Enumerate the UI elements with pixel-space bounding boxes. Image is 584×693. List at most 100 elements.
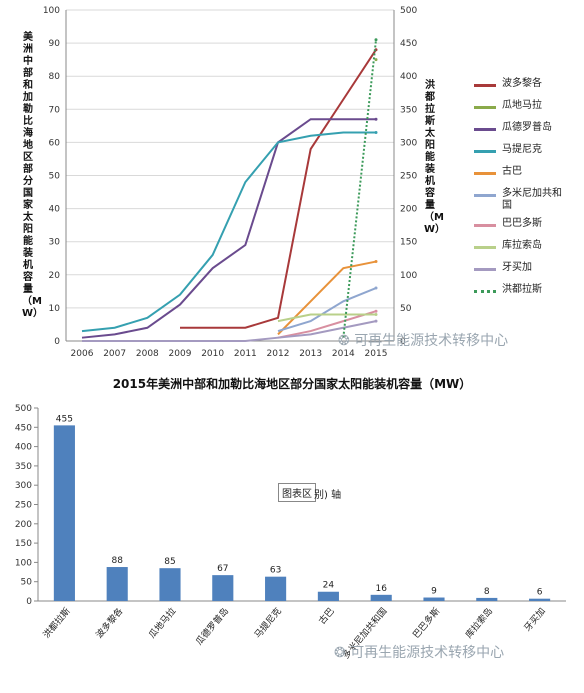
bar — [476, 597, 498, 601]
category-label: 洪都拉斯 — [40, 605, 72, 640]
y-tick-label: 150 — [15, 539, 32, 549]
category-label: 瓜德罗普岛 — [193, 605, 231, 647]
bar — [106, 567, 128, 601]
left-axis-label: 美洲中部和加勒比海地区部分国家太阳能装机容量（MW） — [22, 32, 44, 319]
bar — [370, 594, 392, 601]
bar — [529, 598, 551, 601]
series-line — [277, 287, 377, 333]
bar — [212, 575, 234, 601]
y-tick-label: 0 — [26, 597, 32, 607]
wechat-icon: ❂ — [334, 645, 346, 661]
legend-swatch — [474, 172, 496, 175]
category-label: 牙买加 — [522, 606, 548, 634]
legend-item: 马提尼克 — [474, 144, 582, 166]
x-tick-label: 2015 — [365, 349, 388, 359]
bar — [423, 597, 445, 601]
right-tick-label: 450 — [400, 39, 417, 49]
y-tick-label: 400 — [15, 443, 32, 453]
bar-value-label: 67 — [217, 564, 228, 574]
legend-swatch — [474, 268, 496, 271]
right-tick-label: 400 — [400, 72, 417, 82]
x-tick-label: 2009 — [169, 349, 192, 359]
legend-label: 马提尼克 — [502, 144, 542, 155]
category-label: 古巴 — [316, 605, 337, 627]
bar-chart-panel: 2015年美洲中部和加勒比海地区部分国家太阳能装机容量（MW） 0 50 100 150… — [0, 370, 584, 689]
series-point — [374, 117, 378, 121]
category-label: 库拉索岛 — [463, 605, 495, 640]
legend-swatch — [474, 194, 496, 197]
left-tick-label: 30 — [49, 238, 61, 248]
bar-chart: 2015年美洲中部和加勒比海地区部分国家太阳能装机容量（MW） 0 50 100 150… — [15, 376, 566, 661]
legend-label: 库拉索岛 — [502, 240, 542, 251]
category-label: 波多黎各 — [93, 605, 125, 640]
right-tick-label: 350 — [400, 105, 417, 115]
legend-swatch — [474, 150, 496, 153]
y-tick-label: 100 — [15, 558, 32, 568]
series-line — [180, 49, 377, 329]
right-tick-label: 0 — [400, 337, 406, 347]
bar-chart-title: 2015年美洲中部和加勒比海地区部分国家太阳能装机容量（MW） — [113, 376, 472, 391]
bar-value-label: 9 — [431, 587, 437, 597]
legend-swatch — [474, 290, 496, 293]
legend-label: 瓜地马拉 — [502, 100, 542, 111]
y-tick-label: 450 — [15, 423, 32, 433]
bar — [53, 425, 75, 601]
x-tick-label: 2006 — [71, 349, 94, 359]
y-tick-label: 500 — [15, 404, 32, 414]
legend-label: 巴巴多斯 — [502, 218, 542, 229]
legend-label: 牙买加 — [502, 262, 532, 273]
series-point — [374, 38, 378, 42]
legend-item: 牙买加 — [474, 262, 582, 284]
legend-swatch — [474, 224, 496, 227]
watermark-text: 可再生能源技术转移中心 — [350, 645, 505, 661]
series-line — [277, 313, 376, 323]
bar-value-label: 455 — [56, 414, 73, 424]
tooltip-trailing-text: 别) 轴 — [314, 490, 342, 501]
chart-area-tooltip: 图表区 — [278, 483, 316, 502]
left-tick-label: 20 — [49, 271, 61, 281]
wechat-icon: ❂ — [338, 333, 350, 349]
x-tick-label: 2007 — [103, 349, 126, 359]
bar — [159, 568, 181, 601]
left-tick-label: 10 — [49, 304, 61, 314]
right-tick-label: 300 — [400, 138, 417, 148]
right-axis-label: 洪都拉斯太阳能装机容量（MW） — [424, 80, 446, 235]
left-tick-label: 60 — [49, 138, 61, 148]
x-tick-label: 2011 — [234, 349, 257, 359]
bar-value-label: 8 — [484, 587, 490, 597]
right-tick-label: 250 — [400, 172, 417, 182]
left-tick-label: 50 — [49, 172, 61, 182]
left-tick-label: 90 — [49, 39, 61, 49]
x-tick-label: 2013 — [299, 349, 322, 359]
series-point — [374, 309, 378, 313]
legend-label: 古巴 — [502, 166, 522, 177]
bar-value-label: 63 — [270, 566, 281, 576]
legend-swatch — [474, 128, 496, 131]
left-tick-label: 0 — [54, 337, 60, 347]
bar — [317, 591, 339, 601]
series-line — [277, 310, 377, 339]
bar — [265, 576, 287, 601]
legend-label: 波多黎各 — [502, 78, 542, 89]
y-tick-label: 200 — [15, 520, 32, 530]
series-point — [374, 319, 378, 323]
category-label: 巴巴多斯 — [410, 605, 442, 640]
bar-value-label: 24 — [323, 581, 335, 591]
watermark-bottom: ❂ 可再生能源技术转移中心 — [334, 642, 504, 662]
left-tick-label: 80 — [49, 72, 61, 82]
x-tick-label: 2012 — [267, 349, 290, 359]
series-line — [82, 320, 377, 342]
legend-item: 瓜地马拉 — [474, 100, 582, 122]
left-tick-label: 100 — [43, 6, 60, 16]
series-point — [374, 58, 378, 62]
line-chart-legend: 波多黎各 瓜地马拉 瓜德罗普岛 马提尼克 古巴 多米尼加共和国 巴巴多斯 库拉索岛 牙买加 洪都拉… — [474, 78, 582, 306]
bar-value-label: 88 — [111, 556, 123, 566]
left-tick-label: 70 — [49, 105, 61, 115]
legend-item: 巴巴多斯 — [474, 218, 582, 240]
watermark-top: ❂ 可再生能源技术转移中心 — [338, 330, 508, 350]
category-label: 马提尼克 — [252, 606, 284, 641]
bar-value-label: 16 — [375, 584, 387, 594]
legend-label: 洪都拉斯 — [502, 284, 542, 295]
legend-label: 多米尼加共和国 — [502, 188, 562, 211]
legend-item: 洪都拉斯 — [474, 284, 582, 306]
